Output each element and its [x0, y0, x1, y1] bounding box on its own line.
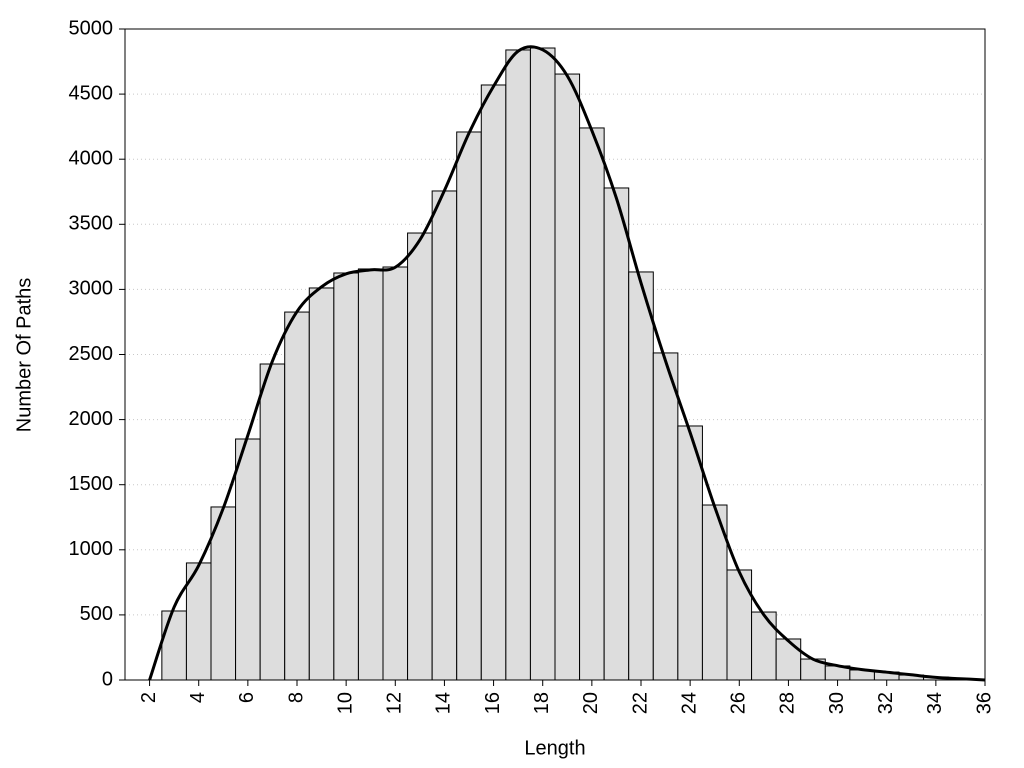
density-curve: [148, 45, 986, 682]
bar: [751, 611, 777, 681]
x-tick-label: 28: [777, 692, 799, 714]
bar: [554, 73, 581, 681]
y-tick-label: 5000: [69, 17, 114, 39]
x-tick-label: 30: [826, 692, 848, 714]
x-tick-label: 34: [924, 692, 946, 714]
x-tick-label: 2: [138, 692, 160, 703]
bar: [161, 610, 187, 681]
y-tick-label: 1000: [69, 538, 114, 560]
bar: [652, 352, 679, 681]
y-tick-label: 4500: [69, 82, 114, 104]
bar: [505, 49, 531, 681]
bar: [579, 127, 605, 681]
bar: [529, 47, 556, 681]
x-tick-label: 24: [678, 692, 700, 714]
x-tick-label: 4: [187, 692, 209, 703]
y-tick-label: 0: [102, 668, 113, 690]
bar: [431, 190, 458, 681]
x-axis-label: Length: [524, 737, 585, 759]
y-tick-label: 2000: [69, 408, 114, 430]
bar: [333, 272, 359, 681]
plot-frame: [124, 28, 986, 681]
bar: [628, 271, 654, 681]
bar: [308, 287, 335, 681]
bar: [480, 84, 507, 681]
x-tick-label: 10: [334, 692, 356, 714]
bar: [259, 363, 286, 681]
x-tick-label: 14: [433, 692, 455, 714]
y-tick-label: 4000: [69, 147, 114, 169]
x-tick-label: 20: [580, 692, 602, 714]
x-tick-label: 12: [384, 692, 406, 714]
bar: [284, 311, 310, 681]
bar: [456, 131, 482, 681]
y-tick-label: 1500: [69, 473, 114, 495]
y-axis-label: Number Of Paths: [13, 278, 35, 433]
bar: [677, 425, 703, 681]
y-tick-label: 3500: [69, 213, 114, 235]
x-tick-label: 22: [629, 692, 651, 714]
y-tick-label: 500: [80, 603, 113, 625]
x-tick-label: 26: [728, 692, 750, 714]
y-tick-label: 3000: [69, 278, 114, 300]
bar: [382, 266, 409, 681]
x-tick-label: 18: [531, 692, 553, 714]
y-tick-label: 2500: [69, 343, 114, 365]
bar: [235, 438, 261, 681]
x-tick-label: 8: [285, 692, 307, 703]
x-tick-label: 6: [236, 692, 258, 703]
bar: [357, 268, 384, 681]
bar: [407, 232, 433, 681]
x-tick-label: 36: [973, 692, 995, 714]
bar: [603, 187, 630, 681]
x-tick-label: 32: [875, 692, 897, 714]
bar: [775, 638, 802, 681]
x-tick-label: 16: [482, 692, 504, 714]
